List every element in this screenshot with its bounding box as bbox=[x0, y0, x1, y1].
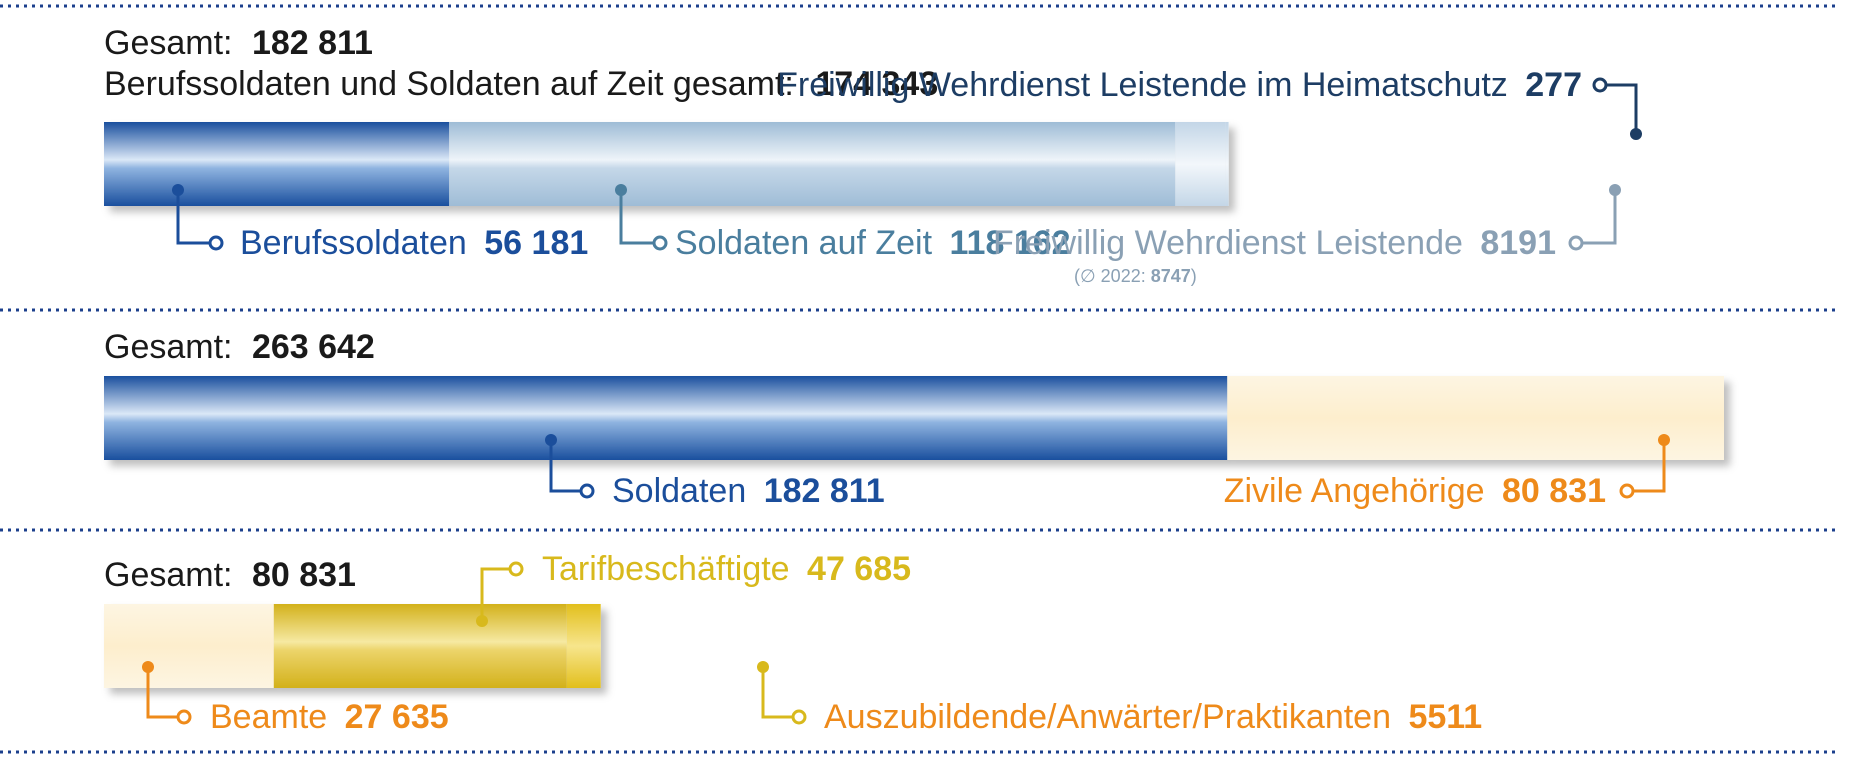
bar-soldaten-auf-zeit bbox=[449, 122, 1176, 206]
label-beamte-name: Beamte bbox=[210, 698, 327, 736]
panel3-total-value: 80 831 bbox=[252, 556, 356, 594]
label-berufssoldaten-name: Berufssoldaten bbox=[240, 224, 467, 262]
panel2-total-label: Gesamt: bbox=[104, 328, 232, 366]
bar-auszubildende bbox=[566, 604, 601, 688]
panel3-total-label: Gesamt: bbox=[104, 556, 232, 594]
bar-tarifbeschaeftigte bbox=[273, 604, 567, 688]
ring-beamte bbox=[176, 709, 192, 725]
label-berufssoldaten: Berufssoldaten 56 181 bbox=[240, 224, 588, 262]
panel2-total-value: 263 642 bbox=[252, 328, 375, 366]
label-freiwillig-value: 8191 bbox=[1480, 224, 1556, 262]
ring-tarif bbox=[508, 561, 524, 577]
ring-freiwillig bbox=[1568, 235, 1584, 251]
panel1-total-label: Gesamt: bbox=[104, 24, 232, 62]
label-freiwillig: Freiwillig Wehrdienst Leistende 8191 bbox=[993, 224, 1556, 262]
label-heimatschutz-name: Freiwillig Wehrdienst Leistende im Heima… bbox=[777, 66, 1508, 104]
panel2-total: Gesamt: 263 642 bbox=[104, 328, 375, 366]
dot-soldaten-auf-zeit bbox=[615, 184, 627, 196]
label-heimatschutz-value: 277 bbox=[1525, 66, 1582, 104]
label-freiwillig-note: (∅ 2022: 8747) bbox=[1074, 266, 1197, 286]
label-soldaten-auf-zeit: Soldaten auf Zeit 118 162 bbox=[675, 224, 1071, 262]
connector-soldaten bbox=[549, 440, 583, 493]
label-zivile-value: 80 831 bbox=[1502, 472, 1606, 510]
panel1-bar bbox=[104, 122, 1229, 206]
connector-berufssoldaten bbox=[176, 190, 212, 245]
ring-soldaten-auf-zeit bbox=[652, 235, 668, 251]
ring-heimatschutz bbox=[1592, 77, 1608, 93]
label-berufssoldaten-value: 56 181 bbox=[484, 224, 588, 262]
ring-berufssoldaten bbox=[208, 235, 224, 251]
label-beamte: Beamte 27 635 bbox=[210, 698, 449, 736]
label-beamte-value: 27 635 bbox=[345, 698, 449, 736]
dot-tarif bbox=[476, 615, 488, 627]
panel1-total-line1: Gesamt: 182 811 bbox=[104, 24, 373, 62]
connector-heimatschutz bbox=[1604, 83, 1638, 134]
ring-soldaten bbox=[579, 483, 595, 499]
label-auszubildende-name: Auszubildende/Anwärter/Praktikanten bbox=[824, 698, 1391, 736]
panel1-total-value: 182 811 bbox=[252, 24, 373, 62]
ring-auszubildende bbox=[791, 709, 807, 725]
label-freiwillig-name: Freiwillig Wehrdienst Leistende bbox=[993, 224, 1463, 262]
connector-tarif bbox=[480, 567, 512, 621]
bar-beamte bbox=[104, 604, 274, 688]
label-soldaten-name: Soldaten bbox=[612, 472, 746, 510]
note-suffix: ) bbox=[1191, 266, 1197, 286]
connector-zivile bbox=[1631, 440, 1666, 493]
panel3-bar bbox=[104, 604, 601, 688]
label-soldaten-auf-zeit-name: Soldaten auf Zeit bbox=[675, 224, 933, 262]
panel1-subtotal-label: Berufssoldaten und Soldaten auf Zeit ges… bbox=[104, 65, 794, 103]
bar-zivile-angehoerige bbox=[1227, 376, 1724, 460]
label-soldaten: Soldaten 182 811 bbox=[612, 472, 885, 510]
label-heimatschutz: Freiwillig Wehrdienst Leistende im Heima… bbox=[777, 66, 1582, 104]
panel3-total: Gesamt: 80 831 bbox=[104, 556, 356, 594]
label-auszubildende: Auszubildende/Anwärter/Praktikanten 5511 bbox=[824, 698, 1482, 736]
label-zivile: Zivile Angehörige 80 831 bbox=[1224, 472, 1606, 510]
connector-freiwillig bbox=[1580, 190, 1617, 245]
label-soldaten-value: 182 811 bbox=[764, 472, 885, 510]
label-zivile-name: Zivile Angehörige bbox=[1224, 472, 1485, 510]
dot-berufssoldaten bbox=[172, 184, 184, 196]
label-tarif-name: Tarifbeschäftigte bbox=[542, 550, 790, 588]
panel1-total-line2: Berufssoldaten und Soldaten auf Zeit ges… bbox=[104, 65, 938, 103]
panel2-bar bbox=[104, 376, 1724, 460]
dot-heimatschutz bbox=[1630, 128, 1642, 140]
label-soldaten-auf-zeit-value: 118 162 bbox=[950, 224, 1071, 262]
dot-beamte bbox=[142, 661, 154, 673]
bar-freiwillig-wehrdienst bbox=[1175, 122, 1226, 206]
note-prefix: (∅ 2022: bbox=[1074, 266, 1151, 286]
note-value: 8747 bbox=[1151, 266, 1191, 286]
connector-soldaten-auf-zeit bbox=[619, 190, 656, 245]
dot-freiwillig bbox=[1609, 184, 1621, 196]
dot-zivile bbox=[1658, 434, 1670, 446]
dot-auszubildende bbox=[757, 661, 769, 673]
panel1-subtotal-value: 174 343 bbox=[815, 65, 938, 103]
label-auszubildende-value: 5511 bbox=[1408, 698, 1482, 736]
dot-soldaten bbox=[545, 434, 557, 446]
bar-soldaten bbox=[104, 376, 1228, 460]
label-tarif: Tarifbeschäftigte 47 685 bbox=[542, 550, 911, 588]
bar-heimatschutz bbox=[1225, 122, 1229, 206]
connector-auszubildende bbox=[761, 667, 795, 719]
label-tarif-value: 47 685 bbox=[807, 550, 911, 588]
bar-berufssoldaten bbox=[104, 122, 450, 206]
connector-beamte bbox=[146, 667, 180, 719]
ring-zivile bbox=[1619, 483, 1635, 499]
